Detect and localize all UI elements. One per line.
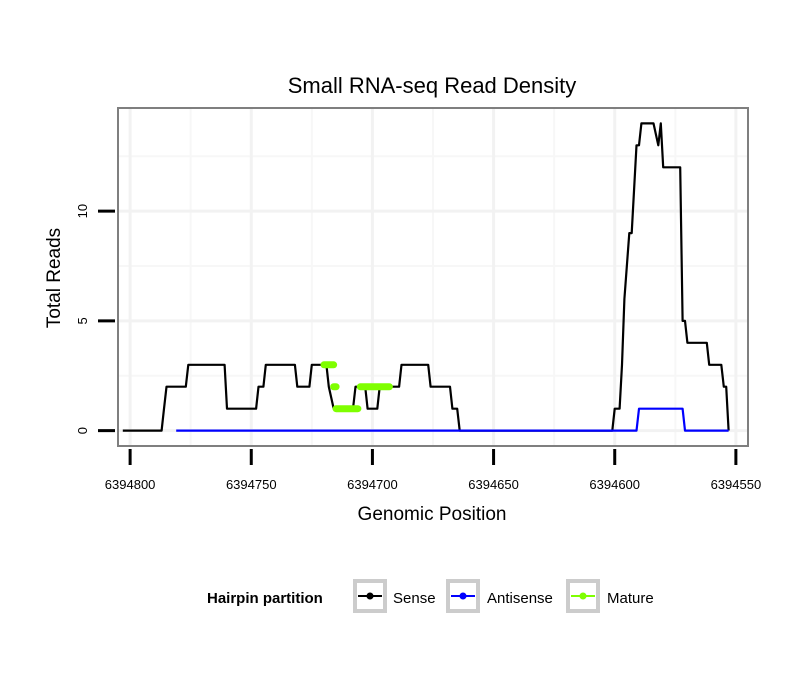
plot-border — [117, 107, 749, 447]
legend-item-antisense: Antisense — [446, 579, 553, 613]
x-axis-title: Genomic Position — [358, 504, 507, 525]
x-tick-label: 6394700 — [347, 477, 398, 492]
legend-label-sense: Sense — [393, 590, 436, 607]
legend-dot-mature — [579, 592, 587, 600]
y-axis-title: Total Reads — [44, 228, 65, 328]
legend-dot-sense — [366, 592, 374, 600]
legend: Hairpin partition Sense Antisense Mature — [207, 579, 654, 613]
chart-title: Small RNA-seq Read Density — [288, 73, 577, 98]
y-tick-label: 0 — [75, 427, 90, 434]
series-line-sense — [122, 122, 730, 432]
x-tick-label: 6394650 — [468, 477, 519, 492]
legend-item-sense: Sense — [353, 579, 436, 613]
x-tick-label: 6394800 — [105, 477, 156, 492]
legend-label-antisense: Antisense — [487, 590, 553, 607]
legend-title: Hairpin partition — [207, 590, 323, 607]
legend-item-mature: Mature — [566, 579, 654, 613]
x-tick-label: 6394600 — [589, 477, 640, 492]
legend-dot-antisense — [459, 592, 467, 600]
legend-entries: Sense Antisense Mature — [353, 579, 654, 613]
y-tick-label: 10 — [75, 204, 90, 218]
y-axis: 0 5 10 — [75, 204, 115, 434]
series-layer — [122, 122, 730, 432]
x-axis: 6394800 6394750 6394700 6394650 6394600 63945… — [105, 449, 761, 492]
legend-label-mature: Mature — [607, 590, 654, 607]
x-tick-label: 6394550 — [711, 477, 762, 492]
y-tick-label: 5 — [75, 317, 90, 324]
series-line-antisense — [176, 407, 729, 432]
x-tick-label: 6394750 — [226, 477, 277, 492]
